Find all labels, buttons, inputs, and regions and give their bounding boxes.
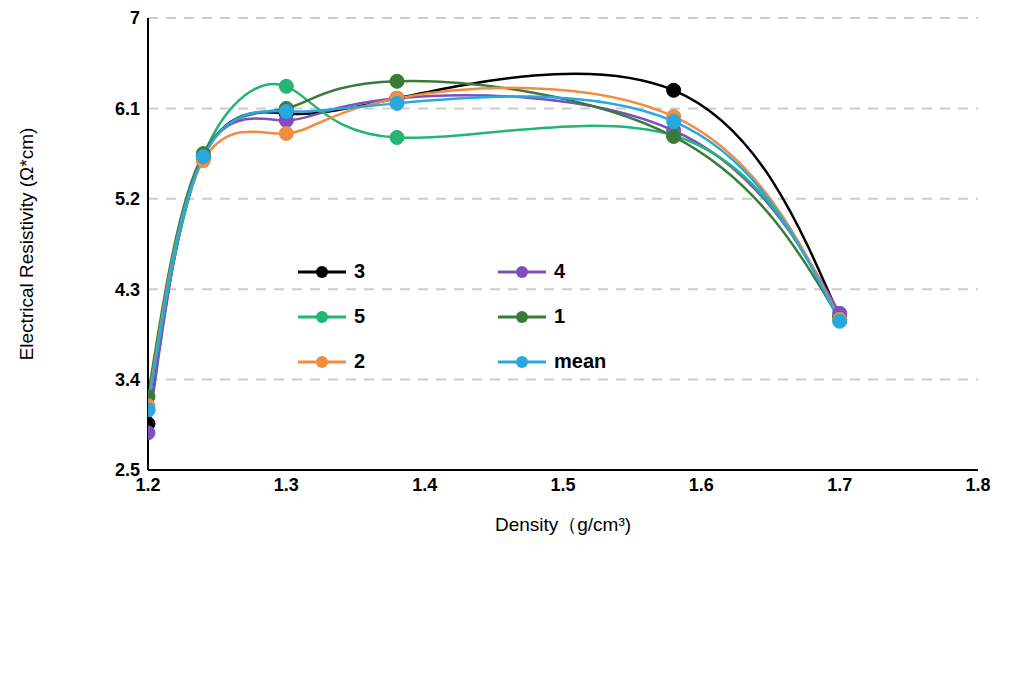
html-text:2: 2 [354,350,366,372]
svg-text:2.5: 2.5 [115,460,140,480]
svg-text:1.4: 1.4 [412,475,437,495]
html-text:3: 3 [354,260,366,282]
svg-text:1.6: 1.6 [689,475,714,495]
svg-text:5.2: 5.2 [115,189,140,209]
svg-text:4.3: 4.3 [115,280,140,300]
svg-text:7: 7 [130,8,140,28]
svg-text:Density（g/cm³): Density（g/cm³) [495,514,631,535]
svg-text:3.4: 3.4 [115,370,140,390]
svg-text:1.7: 1.7 [827,475,852,495]
html-text:5: 5 [354,305,366,327]
svg-text:1.8: 1.8 [965,475,990,495]
html-text:4: 4 [554,260,566,282]
svg-text:1.5: 1.5 [550,475,575,495]
svg-text:1.2: 1.2 [135,474,161,495]
svg-text:1.3: 1.3 [274,475,299,495]
html-text:1: 1 [554,305,566,327]
svg-text:6.1: 6.1 [115,99,140,119]
html-text:mean: mean [554,350,607,372]
svg-text:Electrical Resistivity (Ω*cm): Electrical Resistivity (Ω*cm) [16,128,37,361]
